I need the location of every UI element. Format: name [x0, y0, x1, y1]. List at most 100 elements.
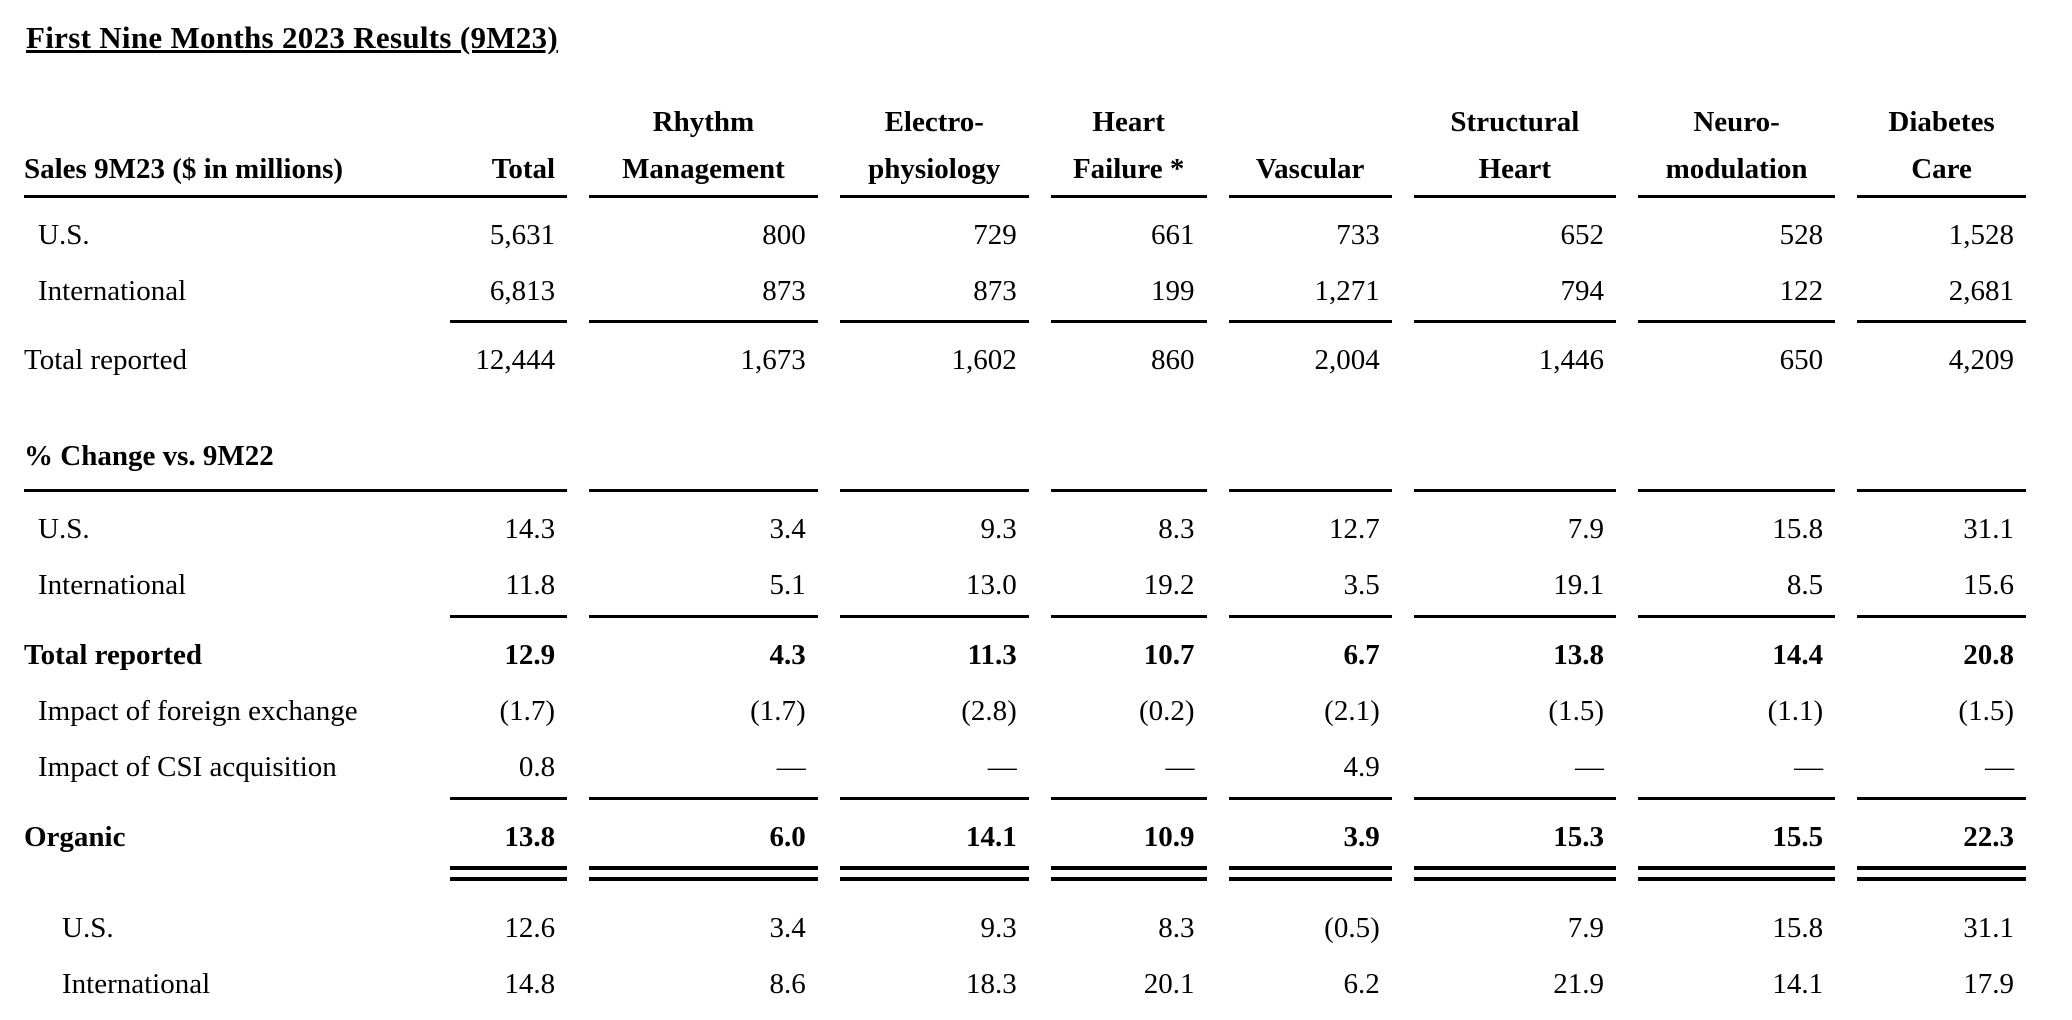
value-cell: 31.1 — [1963, 513, 2014, 546]
value-cell: 20.1 — [1143, 968, 1195, 1001]
value-cell: 3.4 — [769, 513, 806, 546]
rule-segment — [589, 489, 818, 502]
value-cell: 21.9 — [1553, 968, 1604, 1001]
value-cell: (1.1) — [1767, 695, 1824, 728]
rule-segment — [1413, 320, 1616, 333]
value-cell: 11.8 — [505, 569, 556, 602]
col-heart-failure-line1: Heart — [1092, 106, 1165, 138]
col-diabetes-line2: Care — [1911, 153, 1972, 186]
value-cell: 1,602 — [951, 344, 1017, 377]
table-row-sales-total: Total reported 12,444 1,673 1,602 860 2,… — [24, 333, 2026, 389]
rule-segment — [589, 796, 818, 810]
row-label: U.S. — [38, 513, 90, 546]
rule-segment — [1413, 489, 1616, 502]
row-label: International — [38, 569, 187, 602]
value-cell: 15.6 — [1963, 569, 2014, 602]
value-cell: 733 — [1336, 218, 1380, 251]
value-cell: — — [776, 751, 806, 784]
rule-segment — [839, 194, 1029, 208]
value-cell: 528 — [1779, 218, 1824, 251]
value-cell: — — [1794, 751, 1824, 784]
value-cell: 4.9 — [1343, 751, 1380, 784]
value-cell: 8.6 — [769, 968, 806, 1001]
header-rule-row — [24, 194, 2026, 208]
value-cell: 7.9 — [1567, 912, 1604, 945]
rule-segment — [1413, 796, 1616, 810]
value-cell: 860 — [1151, 344, 1195, 377]
rule-segment — [1050, 320, 1207, 333]
col-total-line2: Total — [491, 153, 556, 186]
rule-segment — [24, 489, 568, 502]
rule-segment — [1413, 614, 1616, 628]
rule-gap — [24, 797, 428, 810]
rule-segment — [1857, 320, 2026, 333]
value-cell: 1,528 — [1948, 218, 2014, 251]
double-rule-segment — [1050, 866, 1207, 882]
rule-gap — [24, 320, 428, 333]
row-label: U.S. — [38, 218, 90, 251]
row-label: U.S. — [62, 912, 114, 945]
rule-segment — [1050, 489, 1207, 502]
row-label: Total reported — [24, 638, 203, 671]
col-total-line1 — [450, 100, 567, 147]
value-cell: 3.9 — [1343, 820, 1380, 853]
table-row-sales-us: U.S. 5,631 800 729 661 733 652 528 1,528 — [24, 208, 2026, 264]
row-label: International — [38, 275, 187, 308]
value-cell: 10.9 — [1143, 820, 1195, 853]
value-cell: (0.2) — [1138, 695, 1195, 728]
double-rule-segment — [1857, 866, 2026, 882]
double-rule-segment — [450, 866, 568, 882]
table-row-pct-intl: International 11.8 5.1 13.0 19.2 3.5 19.… — [24, 558, 2026, 614]
value-cell: 13.8 — [504, 820, 556, 853]
value-cell: 873 — [973, 275, 1017, 308]
value-cell: 18.3 — [966, 968, 1017, 1001]
table-row-organic: Organic 13.8 6.0 14.1 10.9 3.9 15.3 15.5… — [24, 810, 2026, 866]
rule-segment — [589, 320, 818, 333]
col-electro-line2: physiology — [868, 153, 1001, 186]
row-label: Total reported — [24, 344, 188, 377]
value-cell: 4.3 — [769, 638, 806, 671]
rule-segment — [24, 194, 568, 208]
value-cell: 729 — [973, 218, 1017, 251]
rule-segment — [450, 320, 568, 333]
value-cell: (0.5) — [1324, 912, 1380, 945]
value-cell: 1,271 — [1314, 275, 1380, 308]
value-cell: — — [1574, 751, 1604, 784]
double-rule-segment — [1637, 866, 1836, 882]
value-cell: 19.2 — [1143, 569, 1195, 602]
col-neuro-line1: Neuro- — [1693, 106, 1780, 138]
value-cell: 14.1 — [966, 820, 1017, 853]
value-cell: (1.7) — [499, 695, 556, 728]
value-cell: 4,209 — [1948, 344, 2014, 377]
rule-segment — [1637, 614, 1836, 628]
col-heart-failure-line2: Failure * — [1072, 153, 1185, 186]
spacer-row — [24, 881, 2026, 901]
subtotal-rule-row — [24, 614, 2026, 628]
value-cell: 199 — [1151, 275, 1195, 308]
value-cell: 31.1 — [1963, 912, 2014, 945]
value-cell: 8.3 — [1158, 513, 1195, 546]
header-spacer — [24, 100, 428, 147]
rule-gap — [24, 615, 428, 628]
rule-segment — [1857, 796, 2026, 810]
row-label: Organic — [24, 820, 126, 853]
value-cell: 15.8 — [1772, 912, 1824, 945]
segment-sales-table: Rhythm Electro- Heart Structural Neuro- … — [2, 100, 2048, 1014]
header-rule-row — [24, 489, 2026, 502]
value-cell: 14.3 — [504, 513, 556, 546]
table-row-organic-us: U.S. 12.6 3.4 9.3 8.3 (0.5) 7.9 15.8 31.… — [24, 901, 2026, 957]
value-cell: — — [1985, 751, 2014, 784]
page-title: First Nine Months 2023 Results (9M23) — [26, 20, 559, 55]
rule-segment — [1637, 194, 1836, 208]
value-cell: 7.9 — [1567, 513, 1604, 546]
value-cell: 6.7 — [1343, 638, 1380, 671]
rule-segment — [839, 614, 1029, 628]
value-cell: 14.8 — [504, 968, 556, 1001]
value-cell: 794 — [1560, 275, 1604, 308]
row-label-header: Sales 9M23 ($ in millions) — [24, 153, 344, 186]
value-cell: 9.3 — [980, 513, 1017, 546]
rule-segment — [1637, 796, 1836, 810]
double-rule-segment — [1228, 866, 1392, 882]
table-row-csi-impact: Impact of CSI acquisition 0.8 — — — 4.9 … — [24, 740, 2026, 796]
